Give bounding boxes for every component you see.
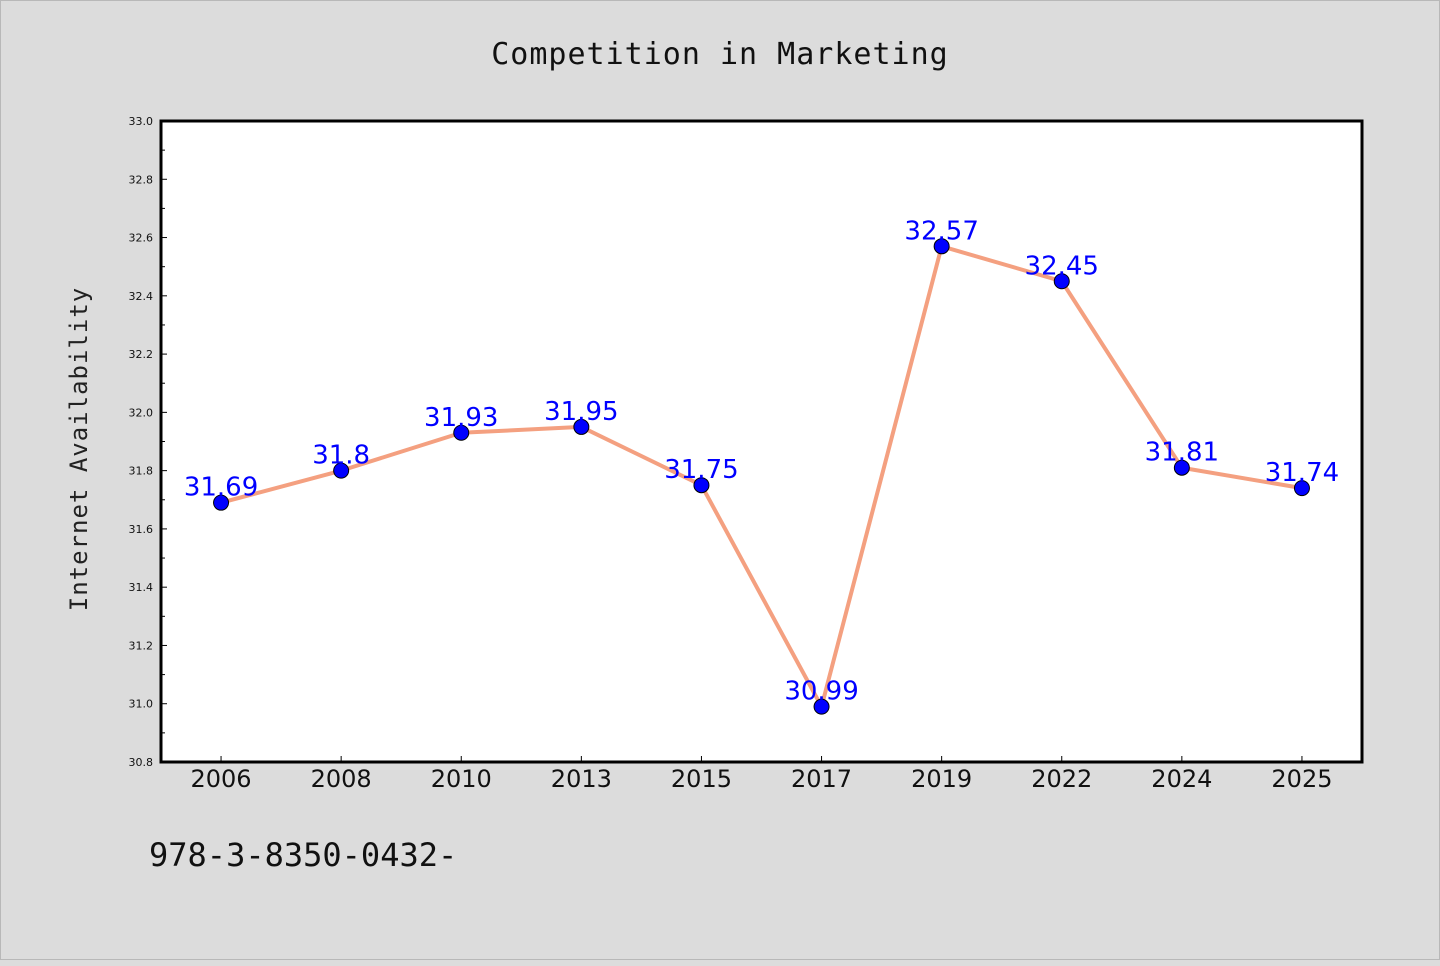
y-tick-label: 32.0 — [129, 406, 154, 419]
x-tick-label: 2015 — [671, 765, 732, 793]
y-axis: 30.8 31.0 31.2 31.4 31.6 31.8 32.0 32.2 32.4 32.6… — [129, 115, 167, 769]
data-point — [1053, 273, 1070, 290]
data-label: 31.95 — [544, 397, 618, 427]
data-point — [693, 477, 710, 494]
y-tick-label: 31.0 — [129, 698, 154, 711]
data-label: 31.93 — [424, 403, 498, 433]
data-label: 31.75 — [664, 455, 738, 485]
x-tick-label: 2024 — [1151, 765, 1212, 793]
y-tick-label: 31.4 — [129, 581, 154, 594]
x-tick-label: 2013 — [551, 765, 612, 793]
series-line — [220, 244, 1303, 709]
y-tick-label: 30.8 — [129, 756, 154, 769]
footer-text: 978-3-8350-0432- — [149, 836, 457, 874]
x-axis: 2006 2008 2010 2013 2015 2017 2019 2022 2024 2025 — [191, 756, 1332, 793]
data-label: 31.8 — [312, 441, 370, 471]
data-point — [1293, 480, 1310, 497]
data-point — [573, 418, 590, 435]
data-labels: 31.69 31.8 31.93 31.95 31.75 30.99 32.57 32.45 3… — [184, 216, 1339, 706]
x-tick-label: 2025 — [1271, 765, 1332, 793]
series-polyline — [220, 244, 1303, 709]
data-label: 30.99 — [784, 677, 858, 707]
x-tick-label: 2008 — [311, 765, 372, 793]
data-point — [933, 238, 950, 255]
data-point — [333, 462, 350, 479]
data-label: 32.45 — [1025, 251, 1099, 281]
data-point — [813, 698, 830, 715]
data-label: 31.74 — [1265, 458, 1339, 488]
x-tick-label: 2022 — [1031, 765, 1092, 793]
data-label: 31.81 — [1145, 438, 1219, 468]
data-point — [213, 494, 230, 511]
y-axis-label: Internet Availability — [65, 287, 93, 611]
y-tick-label: 32.2 — [129, 348, 154, 361]
y-tick-label: 32.4 — [129, 290, 154, 303]
x-tick-label: 2010 — [431, 765, 492, 793]
y-tick-label: 31.6 — [129, 523, 154, 536]
data-label: 31.69 — [184, 473, 258, 503]
chart-title: Competition in Marketing — [491, 37, 948, 72]
plot-area — [159, 119, 1364, 764]
data-point — [453, 424, 470, 441]
data-point — [1173, 459, 1190, 476]
y-tick-label: 32.8 — [129, 173, 154, 186]
x-tick-label: 2006 — [191, 765, 252, 793]
x-tick-label: 2019 — [911, 765, 972, 793]
data-points — [213, 238, 1310, 715]
y-tick-label: 31.8 — [129, 465, 154, 478]
x-tick-label: 2017 — [791, 765, 852, 793]
y-tick-label: 33.0 — [129, 115, 154, 128]
y-tick-label: 31.2 — [129, 639, 154, 652]
y-tick-label: 32.6 — [129, 232, 154, 245]
data-label: 32.57 — [904, 216, 978, 246]
